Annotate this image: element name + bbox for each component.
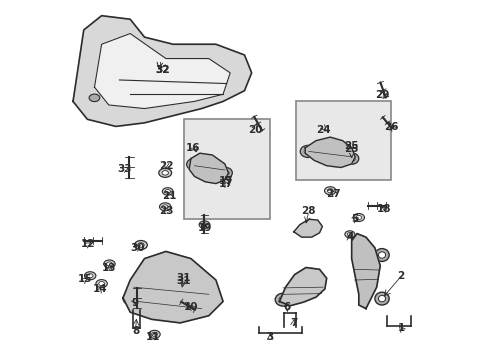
Ellipse shape [134,240,147,249]
Text: 11: 11 [146,332,161,342]
Ellipse shape [159,203,171,211]
Text: 23: 23 [159,206,174,216]
Ellipse shape [138,243,144,247]
Text: 7: 7 [289,318,297,328]
Ellipse shape [219,167,232,178]
Text: 4: 4 [346,232,353,242]
Ellipse shape [162,188,173,195]
Ellipse shape [222,170,229,176]
Ellipse shape [344,231,354,238]
Text: 20: 20 [247,125,262,135]
Ellipse shape [374,292,388,305]
Text: 32: 32 [155,65,169,75]
Ellipse shape [344,153,358,164]
Ellipse shape [103,260,115,268]
Text: 33: 33 [117,164,132,174]
Ellipse shape [352,213,364,221]
Ellipse shape [347,156,354,161]
Text: 28: 28 [301,206,315,216]
Ellipse shape [304,148,311,154]
Polygon shape [305,137,354,167]
Text: 31: 31 [176,276,191,286]
Polygon shape [73,16,251,126]
Text: 25: 25 [344,140,358,157]
Text: 18: 18 [377,203,391,213]
Ellipse shape [159,168,171,177]
Text: 24: 24 [315,125,330,135]
Text: 6: 6 [283,302,290,312]
Text: 9: 9 [132,298,139,308]
Ellipse shape [355,216,361,220]
Bar [183,119,269,219]
Polygon shape [94,33,230,109]
Text: 17: 17 [218,179,233,189]
Ellipse shape [183,71,198,81]
Ellipse shape [275,293,290,306]
Polygon shape [351,234,380,309]
Ellipse shape [202,223,207,226]
Text: 26: 26 [384,122,398,132]
Ellipse shape [100,52,118,65]
Ellipse shape [99,282,104,285]
Ellipse shape [96,280,107,288]
Text: 10: 10 [183,302,198,312]
Ellipse shape [210,84,221,91]
Ellipse shape [199,221,209,228]
Text: 19: 19 [198,223,212,233]
Text: 31: 31 [176,273,191,287]
Ellipse shape [151,332,157,336]
Ellipse shape [378,296,385,302]
Text: 3: 3 [266,332,273,342]
Ellipse shape [346,233,352,236]
Ellipse shape [167,276,196,299]
Text: 15: 15 [78,274,93,284]
Text: 30: 30 [130,243,144,253]
Text: 32: 32 [155,65,169,75]
Polygon shape [189,153,228,184]
Text: 22: 22 [158,161,173,171]
Ellipse shape [148,330,160,338]
Ellipse shape [89,94,100,102]
Text: 29: 29 [374,90,388,100]
Polygon shape [293,219,322,237]
Text: 13: 13 [102,262,117,273]
Polygon shape [123,251,223,323]
Text: 16: 16 [185,143,200,153]
Ellipse shape [374,249,388,261]
Ellipse shape [378,252,385,258]
Ellipse shape [186,158,201,170]
Ellipse shape [162,171,168,175]
Ellipse shape [324,187,335,195]
Text: 14: 14 [92,284,107,294]
Ellipse shape [190,161,197,167]
Ellipse shape [279,296,286,303]
Ellipse shape [300,145,315,157]
Text: 12: 12 [81,239,95,249]
Ellipse shape [87,274,93,278]
Ellipse shape [162,205,168,209]
Text: 5: 5 [351,214,358,224]
Polygon shape [279,267,326,306]
Ellipse shape [138,61,151,70]
Ellipse shape [164,190,170,193]
Text: 2: 2 [397,271,404,282]
Text: 25: 25 [344,144,358,154]
Ellipse shape [127,296,135,302]
Text: 21: 21 [162,191,176,201]
Text: 27: 27 [326,189,341,199]
Ellipse shape [175,282,189,294]
Ellipse shape [326,189,332,193]
Text: 8: 8 [132,326,139,336]
Text: 17: 17 [218,176,233,185]
Ellipse shape [123,292,139,305]
Ellipse shape [84,272,96,280]
Ellipse shape [106,262,112,266]
Bar [296,102,390,180]
Text: 1: 1 [397,323,404,333]
